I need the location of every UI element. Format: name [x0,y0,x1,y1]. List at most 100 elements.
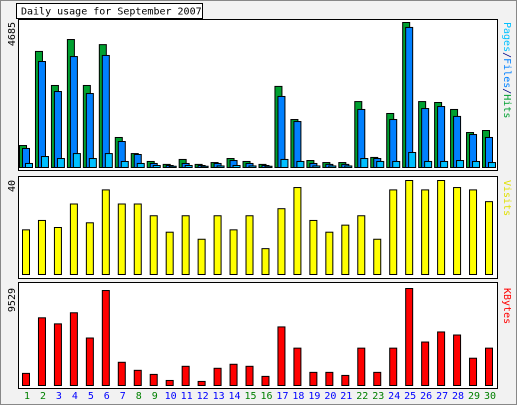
bar [25,162,33,168]
x-tick-label: 7 [120,391,126,402]
panel [18,176,498,279]
bar [312,165,321,169]
x-tick-label: 22 [356,391,368,402]
bar [437,180,446,275]
x-tick-label: 3 [56,391,62,402]
bar [344,165,353,169]
bar [229,363,238,387]
bar [389,119,398,168]
x-tick-label: 16 [260,391,272,402]
x-tick-label: 5 [88,391,94,402]
bar [373,238,382,275]
bar [69,312,78,387]
bar [104,153,113,168]
bar [37,219,46,275]
bar [197,380,206,387]
bar [293,187,302,275]
bar [117,203,126,275]
bar [53,323,62,386]
x-tick-label: 11 [181,391,193,402]
bar [357,215,366,275]
y-tick-label: 9529 [7,288,18,312]
bar [325,231,334,275]
bar [469,189,478,275]
bar [88,158,97,169]
legend-entry: KBytes [501,288,512,324]
y-tick-label: 4685 [7,22,18,46]
bar [472,160,481,169]
bar [392,160,401,169]
x-tick-label: 6 [104,391,110,402]
bar [72,153,81,168]
bar [216,165,225,169]
legend: KBytes [501,288,512,324]
bar [136,162,145,168]
x-tick-label: 19 [308,391,320,402]
bar [133,203,142,275]
x-tick-label: 12 [197,391,209,402]
bar [437,106,446,168]
x-tick-label: 20 [324,391,336,402]
legend: Pages/Files/Hits [501,22,512,118]
legend-entry: Files [501,58,512,88]
chart-title: Daily usage for September 2007 [21,7,202,18]
bar [149,373,158,386]
panel [18,19,498,171]
bar [309,371,318,386]
bar [376,160,385,169]
legend-separator: / [501,52,512,58]
bar [200,165,209,169]
bar [85,222,94,276]
bar [213,367,222,386]
bar [245,215,254,275]
x-tick-label: 28 [452,391,464,402]
bar [389,347,398,387]
bar [328,165,337,169]
bar [325,371,334,386]
bar [149,215,158,275]
x-tick-label: 30 [484,391,496,402]
bar [117,361,126,387]
bar [488,162,496,168]
bar [40,156,49,168]
bar [181,365,190,387]
legend-entry: Visits [501,180,512,216]
bar [245,365,254,387]
bar [120,160,129,169]
bar [421,341,430,387]
legend-entry: Pages [501,22,512,52]
bar [181,215,190,275]
bar [453,115,462,168]
bar [421,189,430,275]
legend: Visits [501,180,512,216]
bar [133,369,142,386]
x-tick-label: 27 [436,391,448,402]
bar [213,215,222,275]
bar [389,189,398,275]
bar [280,158,289,169]
bar [360,158,369,169]
title-box [16,3,203,19]
bar [37,317,46,386]
bar [232,164,241,169]
x-tick-label: 18 [292,391,304,402]
x-tick-label: 9 [152,391,158,402]
bar [485,201,493,275]
bar [101,189,110,275]
bar [85,337,94,386]
bar [168,165,177,169]
bar [101,54,110,168]
bar [229,229,238,276]
bar [421,108,430,169]
x-tick-label: 14 [229,391,241,402]
bar [296,160,305,169]
bar [56,158,65,169]
bar [485,347,493,387]
bar [277,208,286,275]
x-tick-label: 21 [340,391,352,402]
bar [165,379,174,387]
bar [152,164,161,169]
bar [37,60,46,169]
